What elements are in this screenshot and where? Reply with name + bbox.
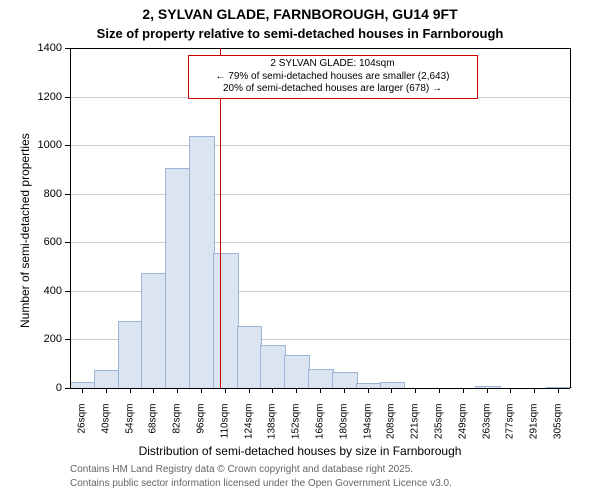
- histogram-bar: [94, 370, 120, 388]
- footer-line-1: Contains HM Land Registry data © Crown c…: [70, 464, 413, 475]
- annotation-line-0: 2 SYLVAN GLADE: 104sqm: [193, 58, 473, 71]
- y-tick-label: 1000: [30, 139, 62, 151]
- x-tick-label: 194sqm: [362, 404, 373, 454]
- x-tick-label: 166sqm: [315, 404, 326, 454]
- chart-title-main: 2, SYLVAN GLADE, FARNBOROUGH, GU14 9FT: [0, 6, 600, 22]
- y-tick-label: 200: [30, 333, 62, 345]
- x-tick-label: 82sqm: [172, 404, 183, 454]
- y-tick-label: 800: [30, 188, 62, 200]
- x-tick-label: 277sqm: [505, 404, 516, 454]
- gridline-h: [70, 145, 570, 146]
- x-tick-label: 110sqm: [219, 404, 230, 454]
- x-tick-label: 305sqm: [553, 404, 564, 454]
- x-tick-label: 68sqm: [148, 404, 159, 454]
- x-tick-label: 54sqm: [124, 404, 135, 454]
- x-tick-label: 235sqm: [434, 404, 445, 454]
- annotation-line-2: 20% of semi-detached houses are larger (…: [193, 83, 473, 96]
- footer-line-2: Contains public sector information licen…: [70, 478, 452, 489]
- histogram-bar: [332, 372, 358, 388]
- x-tick-label: 221sqm: [410, 404, 421, 454]
- annotation-line-1: ← 79% of semi-detached houses are smalle…: [193, 71, 473, 84]
- y-tick-label: 1200: [30, 91, 62, 103]
- axis-line-top: [70, 48, 570, 49]
- y-tick-label: 400: [30, 285, 62, 297]
- plot-area: [70, 48, 570, 388]
- x-tick-label: 180sqm: [338, 404, 349, 454]
- histogram-bar: [284, 355, 310, 388]
- axis-line-left: [70, 48, 71, 388]
- histogram-bar: [213, 253, 239, 388]
- chart-container: 2, SYLVAN GLADE, FARNBOROUGH, GU14 9FT S…: [0, 0, 600, 500]
- x-tick-label: 249sqm: [457, 404, 468, 454]
- histogram-bar: [165, 168, 191, 388]
- axis-line-right: [570, 48, 571, 388]
- y-axis-label: Number of semi-detached properties: [18, 133, 32, 328]
- histogram-bar: [237, 326, 263, 388]
- y-tick-label: 0: [30, 382, 62, 394]
- y-tick-label: 600: [30, 236, 62, 248]
- x-tick-label: 40sqm: [100, 404, 111, 454]
- histogram-bar: [260, 345, 286, 389]
- x-tick-label: 26sqm: [76, 404, 87, 454]
- y-tick-label: 1400: [30, 42, 62, 54]
- x-tick-label: 138sqm: [267, 404, 278, 454]
- axis-line-bottom: [70, 388, 570, 389]
- x-tick-label: 96sqm: [195, 404, 206, 454]
- histogram-bar: [308, 369, 334, 388]
- gridline-h: [70, 242, 570, 243]
- x-tick-label: 124sqm: [243, 404, 254, 454]
- histogram-bar: [189, 136, 215, 388]
- histogram-bar: [118, 321, 144, 388]
- x-tick-label: 152sqm: [291, 404, 302, 454]
- annotation-box: 2 SYLVAN GLADE: 104sqm← 79% of semi-deta…: [188, 55, 478, 99]
- chart-title-sub: Size of property relative to semi-detach…: [0, 26, 600, 41]
- histogram-bar: [141, 273, 167, 388]
- reference-line: [220, 48, 221, 388]
- gridline-h: [70, 194, 570, 195]
- x-tick-label: 291sqm: [529, 404, 540, 454]
- x-tick-label: 263sqm: [481, 404, 492, 454]
- x-tick-label: 208sqm: [386, 404, 397, 454]
